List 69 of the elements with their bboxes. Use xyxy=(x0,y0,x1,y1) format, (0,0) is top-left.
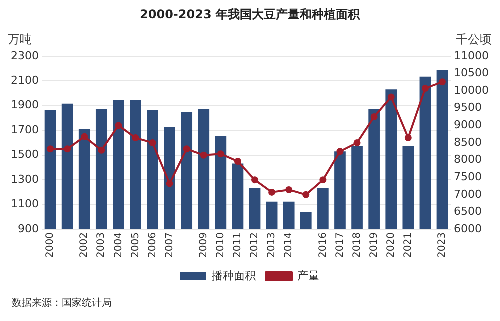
point xyxy=(320,176,327,184)
point xyxy=(336,148,344,156)
source-note: 数据来源：国家统计局 xyxy=(12,296,112,310)
legend-label: 播种面积 xyxy=(212,269,256,282)
y2-axis-title: 千公顷 xyxy=(456,32,492,47)
x-tick-label: 2009 xyxy=(198,232,210,258)
y2-tick-label: 9000 xyxy=(454,118,482,132)
y2-tick-label: 8000 xyxy=(454,153,482,166)
y2-tick-label: 10000 xyxy=(454,84,490,97)
point xyxy=(200,152,208,159)
point xyxy=(132,134,140,142)
y-tick-label: 1900 xyxy=(10,98,39,112)
y2-tick-label: 7000 xyxy=(454,188,482,201)
x-tick-label: 2005 xyxy=(130,232,142,258)
y-tick-label: 2100 xyxy=(10,74,39,87)
point xyxy=(98,146,106,154)
point xyxy=(183,146,190,153)
point xyxy=(422,85,429,92)
y-tick-label: 1500 xyxy=(10,148,39,162)
point xyxy=(81,133,88,140)
point xyxy=(64,146,72,153)
x-tick-label: 2006 xyxy=(147,232,158,258)
x-tick-label: 2013 xyxy=(266,232,278,258)
x-tick-label: 2000 xyxy=(45,232,56,258)
y-tick-label: 1300 xyxy=(10,172,39,186)
point xyxy=(438,78,446,86)
legend-label: 产量 xyxy=(298,269,320,282)
x-tick-label: 2012 xyxy=(250,232,261,258)
y2-tick-label: 11000 xyxy=(454,49,490,62)
point xyxy=(166,180,174,188)
x-tick-label: 2016 xyxy=(318,232,329,258)
point xyxy=(268,188,276,196)
y-tick-label: 1700 xyxy=(10,123,39,136)
y2-tick-label: 7500 xyxy=(454,170,482,184)
y-tick-label: 2300 xyxy=(10,49,39,62)
point xyxy=(370,114,378,121)
x-tick-label: 2002 xyxy=(79,232,90,258)
point xyxy=(217,150,224,158)
x-tick-label: 2018 xyxy=(352,232,363,258)
y2-tick-label: 9500 xyxy=(454,101,482,114)
x-tick-label: 2004 xyxy=(113,232,124,258)
x-tick-label: 2020 xyxy=(386,232,397,258)
y-tick-label: 1100 xyxy=(10,198,39,211)
point xyxy=(354,139,361,146)
y2-tick-label: 10500 xyxy=(454,66,490,80)
x-tick-label: 2017 xyxy=(334,232,346,258)
x-tick-label: 2021 xyxy=(402,232,414,258)
x-tick-label: 2011 xyxy=(232,232,244,258)
point xyxy=(234,158,242,166)
point xyxy=(149,139,156,146)
x-tick-label: 2023 xyxy=(437,232,448,258)
point xyxy=(47,146,54,153)
y2-tick-label: 6000 xyxy=(454,222,482,236)
point xyxy=(302,191,310,198)
point xyxy=(252,176,259,184)
y2-tick-label: 8500 xyxy=(454,136,482,149)
point xyxy=(115,122,122,130)
y-tick-label: 900 xyxy=(18,222,39,236)
x-tick-label: 2007 xyxy=(164,232,176,258)
x-tick-label: 2003 xyxy=(96,232,108,258)
point xyxy=(286,186,293,194)
x-tick-label: 2014 xyxy=(284,232,295,258)
point xyxy=(388,94,395,101)
y2-tick-label: 6500 xyxy=(454,205,482,218)
point xyxy=(404,134,412,142)
x-tick-label: 2019 xyxy=(368,232,380,258)
chart-title: 2000-2023 年我国大豆产量和种植面积 xyxy=(140,7,361,22)
x-tick-label: 2010 xyxy=(216,232,227,258)
y-axis-title: 万吨 xyxy=(8,32,32,47)
